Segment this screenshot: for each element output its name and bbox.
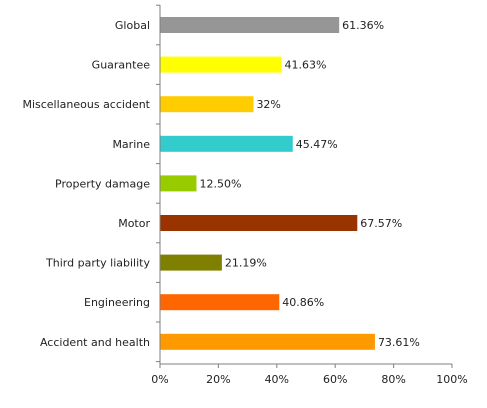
- x-tick-label: 20%: [206, 373, 230, 386]
- x-tick-label: 40%: [265, 373, 289, 386]
- category-label: Marine: [112, 138, 150, 151]
- category-labels: Global Guarantee Miscellaneous accident Mar…: [22, 19, 150, 349]
- category-label: Property damage: [55, 177, 150, 190]
- data-label: 40.86%: [282, 296, 324, 309]
- data-labels: 61.36% 41.63% 32% 45.47% 12.50% 67.57% 21.19% 4…: [200, 19, 420, 349]
- x-tick-label: 80%: [381, 373, 405, 386]
- bar: [160, 175, 197, 192]
- category-label: Accident and health: [40, 336, 150, 349]
- data-label: 21.19%: [225, 257, 267, 270]
- bar: [160, 215, 358, 231]
- data-label: 12.50%: [200, 177, 242, 190]
- bar: [160, 17, 340, 33]
- category-label: Miscellaneous accident: [22, 98, 150, 111]
- data-label: 61.36%: [342, 19, 384, 32]
- category-label: Guarantee: [92, 59, 151, 72]
- data-label: 73.61%: [378, 336, 420, 349]
- bar: [160, 333, 375, 350]
- x-tick-label: 100%: [436, 373, 467, 386]
- data-label: 41.63%: [285, 59, 327, 72]
- data-label: 45.47%: [296, 138, 338, 151]
- data-label: 32%: [256, 98, 280, 111]
- bar: [160, 56, 282, 73]
- data-label: 67.57%: [360, 217, 402, 230]
- bars: [160, 17, 375, 350]
- bar: [160, 96, 254, 113]
- category-label: Third party liability: [45, 257, 150, 270]
- category-label: Global: [115, 19, 150, 32]
- bar: [160, 294, 280, 311]
- bar: [160, 135, 293, 152]
- bar: [160, 254, 222, 271]
- category-label: Motor: [118, 217, 150, 230]
- x-tick-label: 60%: [323, 373, 347, 386]
- x-tick-label: 0%: [151, 373, 168, 386]
- category-label: Engineering: [84, 296, 150, 309]
- x-axis: 0% 20% 40% 60% 80% 100%: [151, 4, 468, 386]
